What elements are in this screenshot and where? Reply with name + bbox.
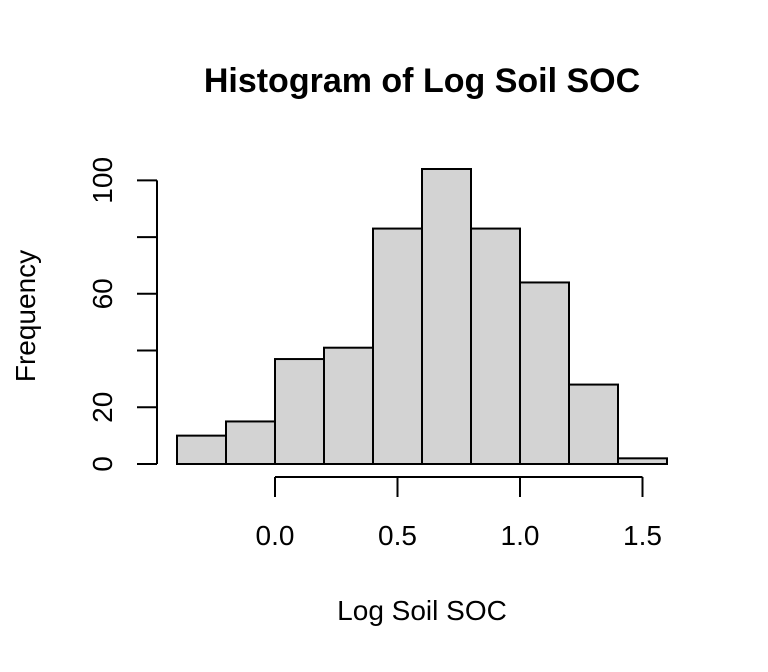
y-tick-label: 20 <box>87 392 118 423</box>
histogram-bar <box>470 227 521 465</box>
y-tick-label: 60 <box>87 278 118 309</box>
x-tick-label: 1.5 <box>623 520 662 551</box>
x-axis: 0.0 0.5 1.0 1.5 <box>256 476 662 551</box>
y-axis: 0 20 60 100 <box>87 157 158 472</box>
chart-title: Histogram of Log Soil SOC <box>204 62 640 100</box>
histogram-bar <box>176 434 227 465</box>
histogram-bar <box>568 383 619 466</box>
histogram-bar <box>372 227 423 465</box>
histogram-bar <box>519 281 570 466</box>
histogram-bar <box>225 420 276 466</box>
x-axis-label: Log Soil SOC <box>337 595 507 626</box>
bars-group <box>176 168 668 466</box>
y-tick-label: 100 <box>87 157 118 204</box>
histogram-bar <box>617 457 668 466</box>
histogram-bar <box>274 358 325 465</box>
x-tick-label: 0.0 <box>256 520 295 551</box>
y-tick-label: 0 <box>87 456 118 472</box>
x-tick-label: 1.0 <box>501 520 540 551</box>
y-axis-label: Frequency <box>10 250 41 382</box>
x-tick-label: 0.5 <box>378 520 417 551</box>
histogram-bar <box>421 168 472 465</box>
histogram-bar <box>323 346 374 466</box>
